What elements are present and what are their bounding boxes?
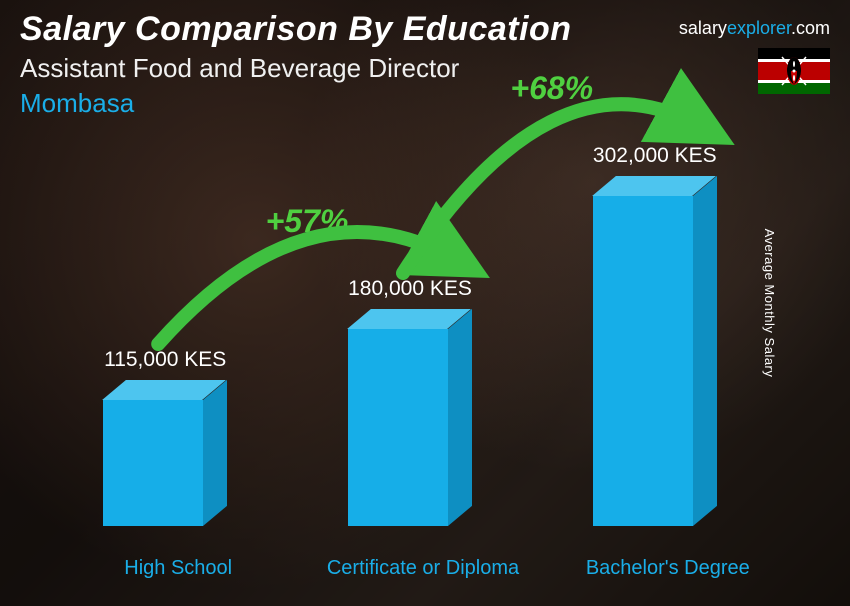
site-brand: salaryexplorer.com	[679, 18, 830, 39]
bar-category-label: High School	[78, 556, 278, 580]
site-prefix: salary	[679, 18, 727, 38]
bar-category-label: Bachelor's Degree	[568, 556, 768, 580]
site-suffix: .com	[791, 18, 830, 38]
jump-arrow-0	[158, 232, 453, 344]
jump-arrows	[60, 40, 780, 490]
infographic-root: Salary Comparison By Education Assistant…	[0, 0, 850, 606]
bar-category-label: Certificate or Diploma	[323, 556, 523, 580]
site-mid: explorer	[727, 18, 791, 38]
bar-chart: 115,000 KESHigh School180,000 KESCertifi…	[60, 160, 780, 526]
